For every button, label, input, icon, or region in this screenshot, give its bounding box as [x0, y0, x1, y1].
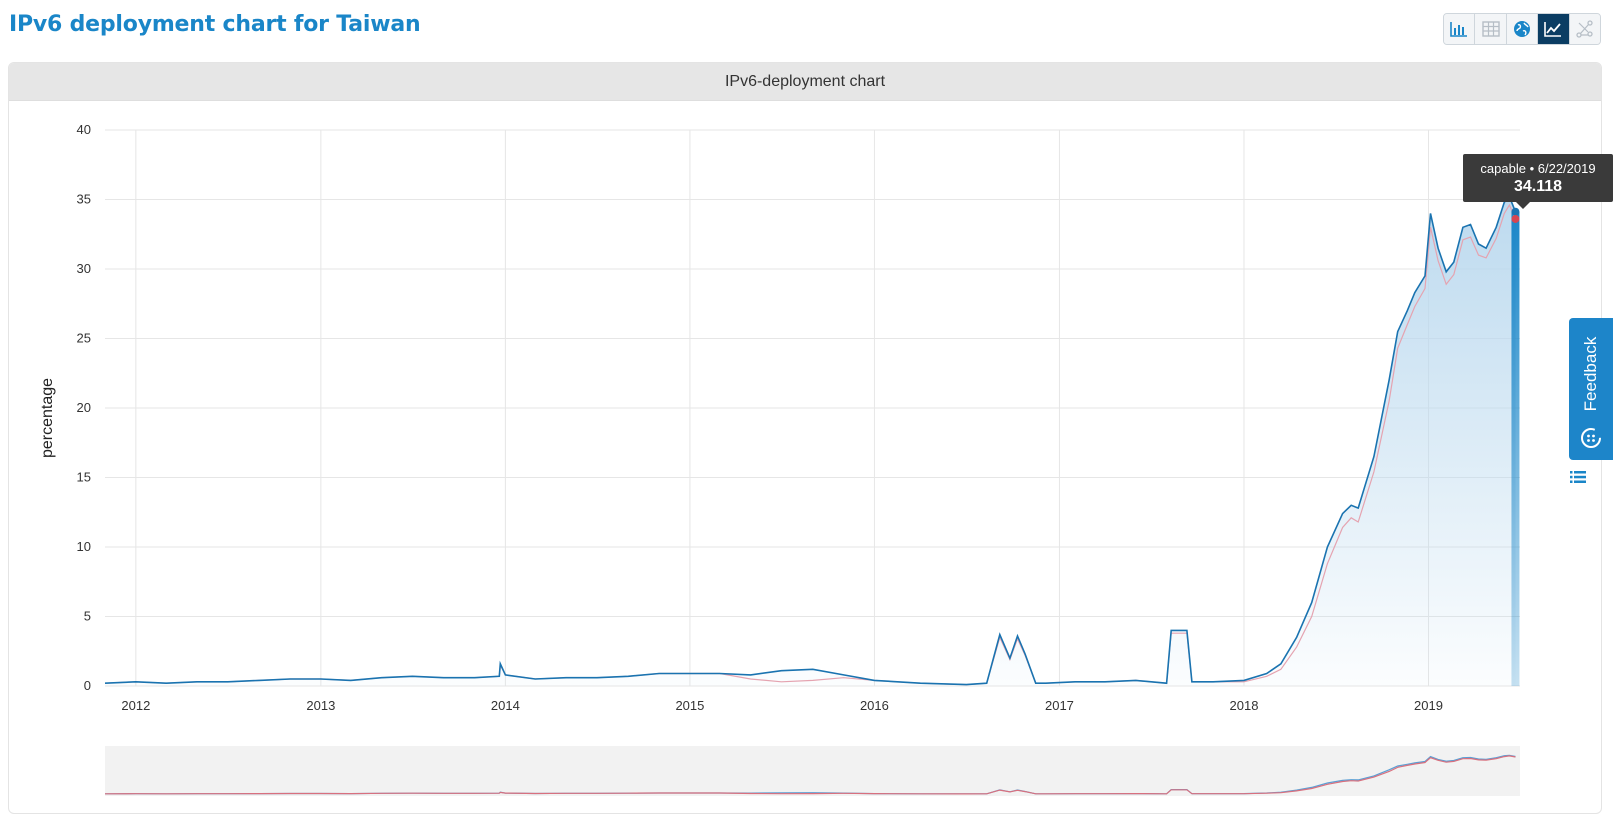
- feedback-label: Feedback: [1581, 336, 1600, 412]
- bar-chart-view-button[interactable]: [1444, 14, 1476, 44]
- y-tick-label: 35: [77, 192, 91, 207]
- tooltip-series: capable: [1480, 160, 1526, 176]
- x-tick-label: 2016: [860, 698, 889, 713]
- table-view-button[interactable]: [1475, 14, 1507, 44]
- navigator-background: [105, 746, 1520, 796]
- hover-point-capable: [1511, 207, 1520, 216]
- diagram-view-button[interactable]: [1569, 14, 1600, 44]
- x-tick-label: 2012: [121, 698, 150, 713]
- page-title: IPv6 deployment chart for Taiwan: [9, 12, 421, 37]
- y-tick-label: 15: [77, 470, 91, 485]
- y-tick-label: 40: [77, 122, 91, 137]
- tooltip-separator: •: [1529, 160, 1538, 176]
- line-chart-icon: [1544, 22, 1562, 37]
- map-view-button[interactable]: [1506, 14, 1539, 44]
- chart-panel: IPv6-deployment chart: [8, 62, 1602, 814]
- y-tick-label: 5: [84, 609, 91, 624]
- tooltip-date: 6/22/2019: [1537, 160, 1596, 176]
- smiley-chat-icon: [1581, 428, 1601, 448]
- chart-tooltip: capable • 6/22/2019 34.118: [1463, 154, 1613, 209]
- x-tick-label: 2013: [306, 698, 335, 713]
- x-tick-label: 2014: [491, 698, 520, 713]
- line-chart-view-button[interactable]: [1538, 14, 1570, 44]
- navigator-line-preferred: [104, 755, 1516, 795]
- globe-icon: [1514, 21, 1531, 37]
- series-line-preferred: [104, 203, 1517, 686]
- x-tick-label: 2019: [1414, 698, 1443, 713]
- series-line-capable: [104, 195, 1517, 686]
- x-tick-label: 2018: [1230, 698, 1259, 713]
- view-toolbar: [1443, 13, 1601, 45]
- capable-area: [105, 196, 1516, 686]
- network-icon: [1576, 20, 1593, 38]
- feedback-button[interactable]: Feedback: [1569, 318, 1613, 460]
- bar-chart-icon: [1450, 22, 1468, 37]
- table-icon: [1481, 21, 1500, 37]
- y-tick-label: 20: [77, 400, 91, 415]
- x-tick-label: 2017: [1045, 698, 1074, 713]
- list-icon[interactable]: [1570, 470, 1586, 484]
- hover-band: [1511, 211, 1520, 686]
- tooltip-value: 34.118: [1513, 177, 1563, 195]
- hover-point-preferred: [1511, 214, 1520, 223]
- y-tick-label: 0: [84, 678, 91, 693]
- chart-panel-title: IPv6-deployment chart: [9, 63, 1601, 101]
- y-axis-label: percentage: [39, 378, 56, 458]
- tooltip-header: capable • 6/22/2019: [1480, 160, 1595, 177]
- y-tick-label: 25: [77, 331, 91, 346]
- y-tick-label: 10: [77, 539, 91, 554]
- x-tick-label: 2015: [675, 698, 704, 713]
- y-tick-label: 30: [77, 261, 91, 276]
